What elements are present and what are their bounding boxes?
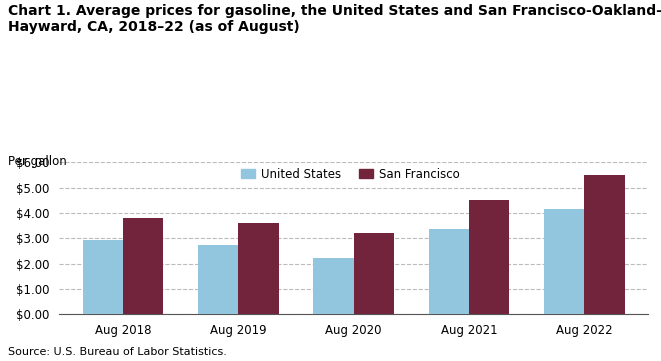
Text: Per gallon: Per gallon — [8, 155, 67, 168]
Bar — [313, 258, 354, 314]
Bar — [123, 218, 163, 314]
Text: Chart 1. Average prices for gasoline, the United States and San Francisco-Oaklan: Chart 1. Average prices for gasoline, th… — [8, 4, 661, 34]
Bar — [238, 223, 279, 314]
Bar — [354, 233, 394, 314]
Bar — [198, 245, 238, 314]
Bar — [83, 240, 123, 314]
Text: Source: U.S. Bureau of Labor Statistics.: Source: U.S. Bureau of Labor Statistics. — [8, 347, 227, 357]
Bar — [584, 175, 625, 314]
Bar — [544, 209, 584, 314]
Legend: United States, San Francisco: United States, San Francisco — [236, 163, 465, 186]
Bar — [469, 200, 510, 314]
Bar — [428, 230, 469, 314]
